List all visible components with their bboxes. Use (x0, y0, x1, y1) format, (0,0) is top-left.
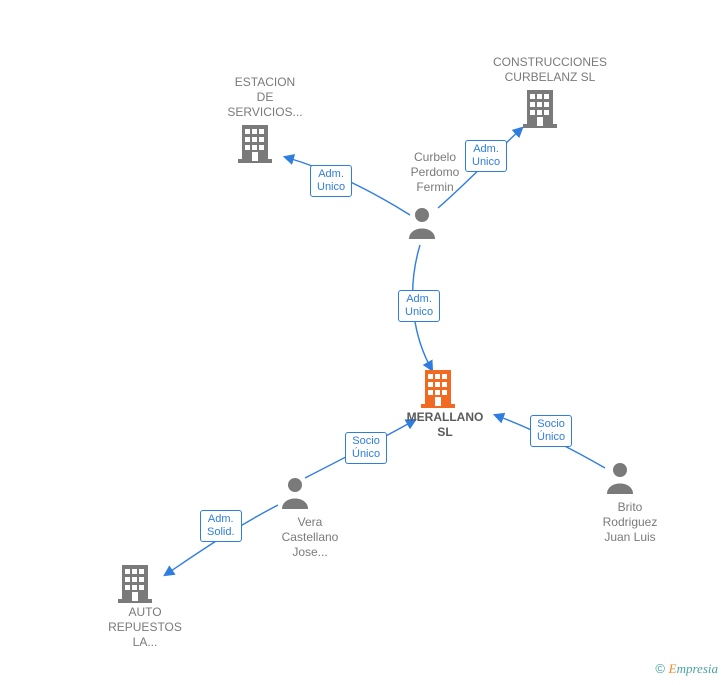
edge-label-vera-merallano: Socio Único (345, 432, 387, 464)
brand-first-letter: E (669, 661, 677, 676)
node-label-auto: AUTO REPUESTOS LA... (95, 605, 195, 650)
copyright: © Empresia (655, 661, 718, 677)
node-label-brito: Brito Rodriguez Juan Luis (585, 500, 675, 545)
building-icon-auto (118, 565, 152, 603)
node-label-construcciones: CONSTRUCCIONES CURBELANZ SL (470, 55, 630, 85)
edge-label-brito-merallano: Socio Único (530, 415, 572, 447)
diagram-svg (0, 0, 728, 685)
building-icon-construcciones (523, 90, 557, 128)
building-icon-merallano (421, 370, 455, 408)
person-icon-brito (607, 463, 633, 494)
person-icon-vera (282, 478, 308, 509)
edge-label-curbelo-merallano: Adm. Unico (398, 290, 440, 322)
person-icon-curbelo (409, 208, 435, 239)
copyright-symbol: © (655, 661, 665, 676)
brand-rest: mpresia (677, 661, 718, 676)
node-label-curbelo: Curbelo Perdomo Fermin (395, 150, 475, 195)
node-label-estacion: ESTACION DE SERVICIOS... (215, 75, 315, 120)
node-label-merallano: MERALLANO SL (395, 410, 495, 440)
edge-label-vera-auto: Adm. Solid. (200, 510, 242, 542)
edge-label-curbelo-estacion: Adm. Unico (310, 165, 352, 197)
building-icon-estacion (238, 125, 272, 163)
node-label-vera: Vera Castellano Jose... (265, 515, 355, 560)
